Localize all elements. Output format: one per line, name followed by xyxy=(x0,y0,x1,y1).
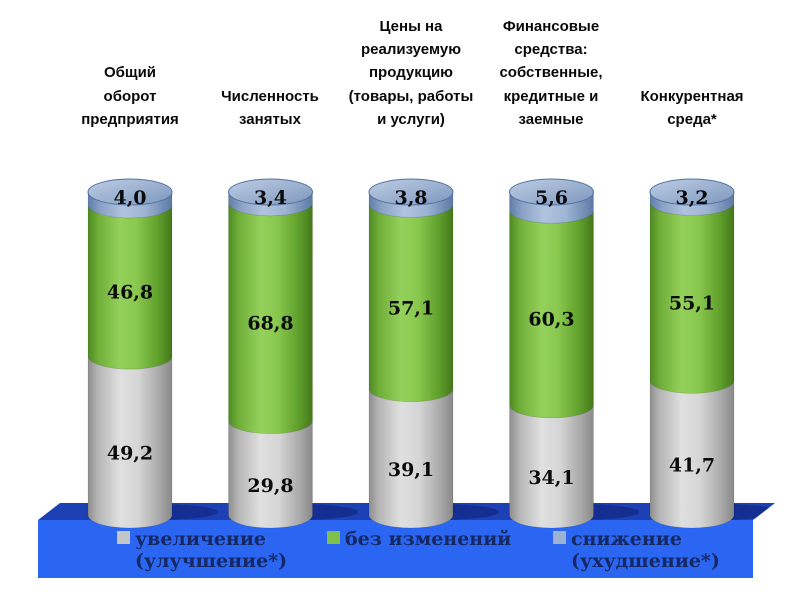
value-label: 34,1 xyxy=(528,467,574,489)
value-label: 49,2 xyxy=(107,443,153,465)
cylinder-column-3: 3,8 57,1 39,1 xyxy=(368,178,454,529)
value-label: 3,2 xyxy=(675,187,708,209)
cylinder-column-2: 3,4 68,8 29,8 xyxy=(228,178,313,529)
legend-marker-decrease-icon xyxy=(553,531,566,544)
cylinder-top-ellipse xyxy=(228,178,313,206)
category-label-finances: Финансовые средства: собственные, кредит… xyxy=(499,17,603,128)
legend-marker-no-change-icon xyxy=(327,531,340,544)
cylinder-top-ellipse xyxy=(509,178,594,206)
value-label: 60,3 xyxy=(528,308,574,330)
legend-label-decrease-note: (ухудшение*) xyxy=(571,550,720,572)
value-label: 3,4 xyxy=(254,187,287,209)
value-label: 5,6 xyxy=(535,187,568,209)
value-label: 41,7 xyxy=(669,455,715,477)
legend-marker-increase-icon xyxy=(117,531,130,544)
legend-label-increase: увеличение xyxy=(135,528,267,550)
value-label: 3,8 xyxy=(394,187,427,209)
legend-label-increase-note: (улучшение*) xyxy=(135,550,288,572)
category-label-total-turnover: Общий оборот предприятия xyxy=(81,64,179,128)
cylinder-column-5: 3,2 55,1 41,7 xyxy=(649,178,735,529)
value-label: 55,1 xyxy=(669,292,715,314)
value-label: 68,8 xyxy=(247,313,293,335)
category-label-prices: Цены на реализуемую продукцию (товары, р… xyxy=(348,17,474,128)
legend-item-decrease: снижение (ухудшение*) xyxy=(553,528,720,572)
cylinder-top-ellipse xyxy=(368,178,454,206)
value-label: 29,8 xyxy=(247,475,293,497)
category-label-employment: Численность занятых xyxy=(221,87,319,128)
legend-item-increase: увеличение (улучшение*) xyxy=(117,528,287,572)
category-headers: Общий оборот предприятия Численность зан… xyxy=(0,0,800,133)
value-label: 57,1 xyxy=(388,297,434,319)
legend-label-no-change: без изменений xyxy=(345,528,512,550)
cylinder-top-ellipse xyxy=(649,178,735,206)
category-label-competitive-environment: Конкурентная среда* xyxy=(640,87,744,128)
value-label: 39,1 xyxy=(388,459,434,481)
cylinder-top-ellipse xyxy=(87,178,173,206)
cylinder-column-1: 4,0 46,8 49,2 xyxy=(87,178,173,529)
platform-front-legend-band xyxy=(38,520,753,578)
cylinder-column-4: 5,6 60,3 34,1 xyxy=(509,178,594,529)
value-label: 46,8 xyxy=(107,282,153,304)
value-label: 4,0 xyxy=(113,187,146,209)
legend-item-no-change: без изменений xyxy=(327,528,511,550)
legend-label-decrease: снижение xyxy=(571,528,682,550)
